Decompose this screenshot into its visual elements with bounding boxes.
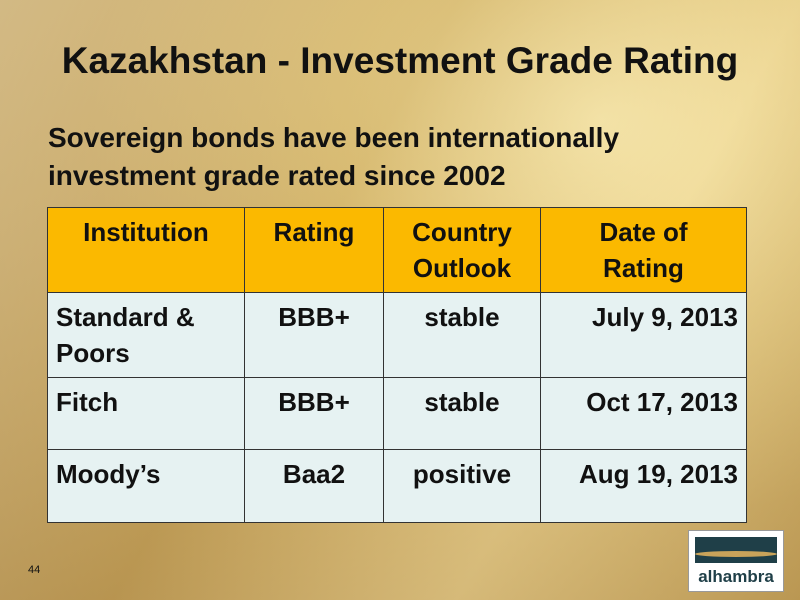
logo-wave [695,551,777,557]
logo-band [695,537,777,563]
table-cell: stable [383,292,541,378]
column-header: Institution [47,207,245,293]
table-cell: stable [383,377,541,450]
subtitle-line: Sovereign bonds have been internationall… [48,122,620,153]
table-row: Fitch BBB+ stable Oct 17, 2013 [47,377,747,450]
table-cell: Baa2 [244,449,384,523]
column-header: Date of Rating [540,207,747,293]
table-cell: July 9, 2013 [540,292,747,378]
table-cell: Standard & Poors [47,292,245,378]
table-cell: Aug 19, 2013 [540,449,747,523]
subtitle-line: investment grade rated since 2002 [48,160,506,191]
slide-title: Kazakhstan - Investment Grade Rating [61,40,739,81]
table-row: Standard & Poors BBB+ stable July 9, 2013 [47,292,747,378]
table-cell: BBB+ [244,292,384,378]
header-row: Institution Rating Country Outlook Date of … [47,207,747,293]
table-cell: Moody’s [47,449,245,523]
rating-table: Institution Rating Country Outlook Date of … [47,207,747,523]
column-header: Country Outlook [383,207,541,293]
page-number: 44 [28,564,41,576]
table-cell: BBB+ [244,377,384,450]
logo: alhambra [688,530,784,592]
table-cell: Fitch [47,377,245,450]
table-cell: Oct 17, 2013 [540,377,747,450]
column-header: Rating [244,207,384,293]
table-cell: positive [383,449,541,523]
table-row: Moody’s Baa2 positive Aug 19, 2013 [47,449,747,523]
logo-text: alhambra [698,567,774,586]
